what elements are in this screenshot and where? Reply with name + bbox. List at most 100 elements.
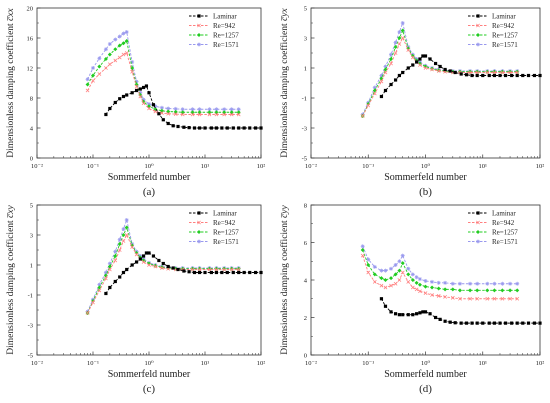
data-point — [166, 264, 170, 269]
data-point — [438, 317, 442, 321]
data-point — [492, 73, 497, 78]
data-point — [104, 112, 108, 117]
data-point — [406, 279, 411, 284]
data-point — [393, 281, 398, 286]
data-point — [190, 107, 195, 112]
plot-frame — [310, 7, 541, 159]
data-point — [134, 84, 139, 89]
data-point — [91, 78, 95, 83]
data-point — [397, 259, 402, 264]
data-point — [231, 126, 235, 130]
data-point — [173, 112, 178, 117]
data-point — [485, 288, 490, 293]
y-axis-label-text: Dimensionless damping coefficient — [5, 218, 16, 355]
legend-entry: Re=1257 — [468, 229, 518, 237]
data-point — [113, 47, 118, 52]
data-point — [485, 296, 490, 301]
data-point — [508, 281, 513, 286]
y-tick-label: 8 — [30, 95, 33, 102]
data-point — [121, 239, 126, 243]
data-point — [468, 296, 472, 301]
data-point — [468, 288, 473, 293]
data-point — [417, 282, 422, 287]
data-point — [113, 37, 118, 42]
data-point — [389, 52, 394, 57]
data-point — [492, 296, 497, 301]
data-point — [118, 275, 122, 279]
x-axis-label: Sommerfeld number — [384, 369, 467, 380]
legend-swatch-marker — [476, 14, 480, 18]
data-point — [160, 266, 164, 270]
data-point — [453, 70, 457, 75]
legend-label: Laminar — [213, 210, 237, 218]
data-point — [379, 73, 384, 78]
data-point — [125, 93, 129, 97]
data-point — [130, 60, 135, 64]
data-point — [372, 88, 377, 93]
data-point — [389, 57, 394, 61]
data-point — [438, 64, 442, 69]
data-point — [423, 278, 428, 283]
legend-swatch-marker — [476, 230, 480, 234]
data-point — [118, 97, 122, 101]
data-point — [130, 69, 135, 74]
series-re-1257 — [85, 225, 241, 315]
data-point — [475, 70, 480, 75]
legend-label: Re=1571 — [492, 238, 518, 246]
data-point — [515, 73, 519, 78]
y-tick-label: 6 — [304, 240, 308, 247]
data-point — [485, 70, 490, 75]
y-tick-label: -1 — [302, 95, 307, 102]
data-point — [117, 242, 122, 246]
data-point — [417, 277, 422, 282]
data-point — [187, 270, 191, 274]
data-point — [393, 263, 398, 267]
data-point — [222, 112, 227, 117]
x-tick-label: 10⁰ — [144, 360, 154, 367]
data-point — [121, 270, 126, 275]
y-tick-label: 2 — [304, 315, 307, 322]
data-point — [430, 285, 435, 290]
data-point — [508, 70, 512, 75]
data-point — [236, 267, 241, 272]
data-point — [138, 90, 143, 95]
data-point — [393, 312, 398, 316]
data-point — [225, 126, 229, 130]
data-point — [503, 73, 508, 78]
data-point — [180, 112, 185, 117]
data-point — [197, 267, 202, 272]
data-point — [153, 104, 158, 109]
data-point — [389, 276, 394, 281]
data-point — [397, 313, 401, 317]
data-point — [393, 272, 398, 277]
data-point — [436, 280, 441, 285]
x-tick-label: 10¹ — [479, 163, 488, 170]
data-point — [411, 313, 415, 317]
legend-entry: Re=1257 — [468, 32, 518, 40]
x-tick-label: 10⁻¹ — [87, 360, 99, 367]
data-point — [141, 254, 146, 258]
series-laminar — [104, 251, 263, 296]
data-point — [421, 310, 425, 314]
data-point — [147, 102, 151, 106]
data-point — [428, 312, 432, 316]
legend-entry: Re=1571 — [189, 41, 239, 49]
data-point — [487, 73, 491, 78]
data-point — [418, 311, 422, 315]
data-point — [443, 67, 447, 72]
data-point — [415, 60, 419, 64]
legend-label: Re=1257 — [213, 32, 239, 40]
panel-a: 10⁻² 10⁻¹ 10⁰ 10¹ 10² 0 4 8 12 16 20 Sommerfeld num… — [5, 5, 265, 198]
x-tick-label: 10² — [536, 163, 545, 170]
legend-label: Re=942 — [213, 22, 236, 30]
data-point — [430, 293, 434, 297]
panel-c: 10⁻² 10⁻¹ 10⁰ 10¹ 10² -5 -3 -1 1 3 5 Sommerfeld num… — [5, 202, 265, 395]
data-point — [383, 88, 388, 93]
legend-label: Re=1571 — [213, 41, 239, 49]
data-point — [121, 233, 126, 237]
data-point — [197, 270, 202, 275]
data-point — [379, 79, 384, 84]
data-point — [450, 295, 455, 300]
legend-label: Laminar — [492, 210, 516, 218]
